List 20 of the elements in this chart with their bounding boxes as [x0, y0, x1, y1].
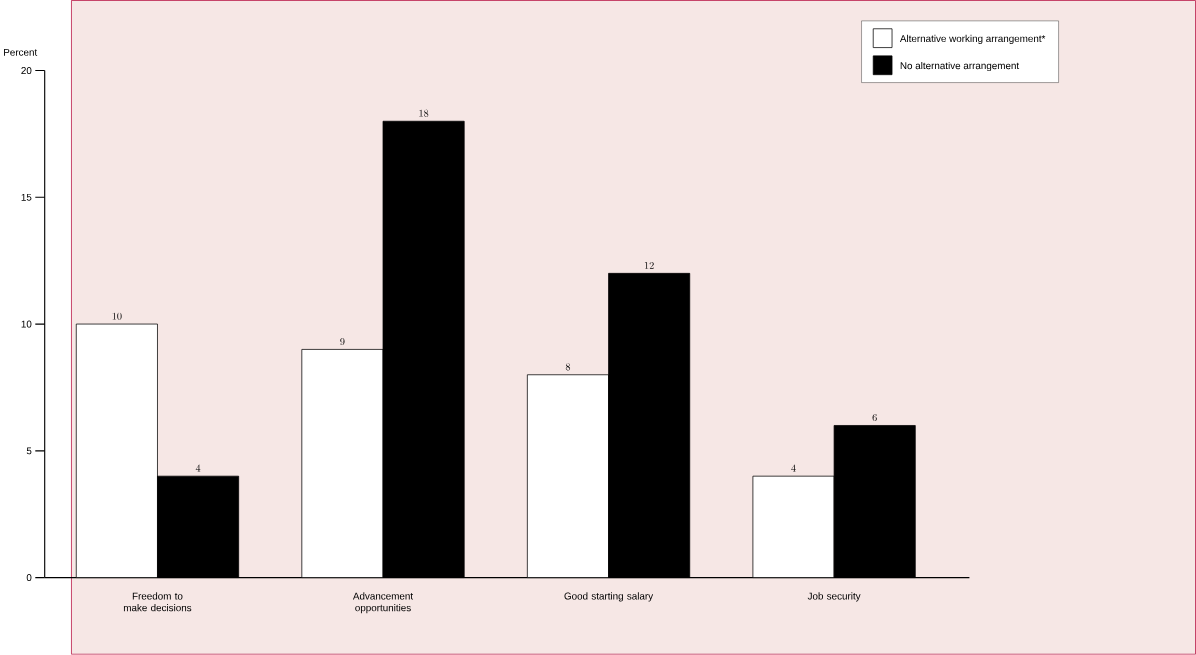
- legend-label: Alternative working arrangement*: [899, 34, 1046, 45]
- data-label: 10: [112, 312, 122, 320]
- data-label: 9: [340, 338, 345, 346]
- data-label: 8: [565, 363, 571, 371]
- y-tick-label: 10: [21, 320, 32, 328]
- x-tick-label: Job security: [807, 592, 861, 602]
- y-tick-label: 20: [21, 67, 32, 75]
- x-tick-label: Advancement opportunities: [352, 592, 414, 614]
- y-tick-label: 15: [21, 194, 32, 201]
- data-label: 4: [791, 464, 796, 472]
- y-axis-title: Percent: [4, 49, 38, 56]
- x-tick-label: Freedom to make decisions: [123, 592, 192, 612]
- data-label: 18: [419, 109, 429, 118]
- data-label: 6: [872, 414, 877, 422]
- legend-label: No alternative arrangement: [900, 62, 1020, 72]
- x-tick-label: Good starting salary: [564, 592, 654, 602]
- y-tick-label: 5: [26, 447, 32, 455]
- y-tick-label: 0: [26, 574, 32, 582]
- data-label: 4: [195, 464, 201, 472]
- data-label: 12: [644, 262, 654, 269]
